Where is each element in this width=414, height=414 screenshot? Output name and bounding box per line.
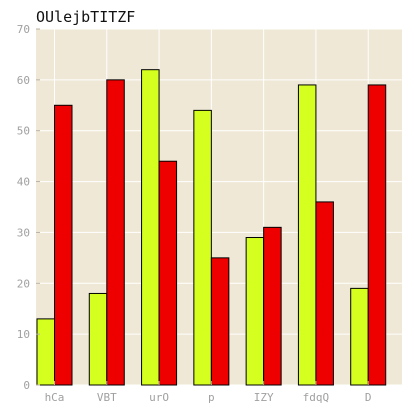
bar-p-series-1 <box>193 109 212 386</box>
bar-fdqQ-series-1 <box>297 84 317 386</box>
y-tick-label: 60 <box>17 74 30 87</box>
x-tick-label: fdqQ <box>303 391 330 404</box>
x-tick-label: hCa <box>45 391 65 404</box>
chart-title: OUlejbTITZF <box>36 8 135 26</box>
y-tick-label: 10 <box>17 328 30 341</box>
y-tick-label: 50 <box>17 125 30 138</box>
bar-hCa-series-1 <box>36 318 55 386</box>
x-axis-ticks: hCa VBT urO p IZY fdqQ D <box>45 381 372 404</box>
bar-D-series-2 <box>367 84 387 386</box>
bar-D-series-1 <box>350 287 369 386</box>
bar-IZY-series-2 <box>263 226 282 386</box>
bars <box>36 69 387 386</box>
bar-hCa-series-2 <box>54 104 73 386</box>
bar-VBT-series-2 <box>106 79 125 386</box>
x-tick-label: IZY <box>254 391 274 404</box>
bar-urO-series-1 <box>141 69 160 386</box>
bar-urO-series-2 <box>158 160 178 386</box>
y-tick-label: 20 <box>17 277 30 290</box>
y-axis-ticks: 0 10 20 30 40 50 60 70 <box>17 23 40 392</box>
bar-IZY-series-1 <box>245 237 265 386</box>
bar-VBT-series-1 <box>88 292 108 386</box>
y-tick-label: 70 <box>17 23 30 36</box>
bar-p-series-2 <box>210 257 230 386</box>
y-tick-label: 0 <box>23 379 30 392</box>
x-tick-label: urO <box>149 391 169 404</box>
bar-fdqQ-series-2 <box>315 201 334 386</box>
y-tick-label: 30 <box>17 226 30 239</box>
x-tick-label: p <box>208 391 215 404</box>
x-tick-label: VBT <box>97 391 117 404</box>
y-tick-label: 40 <box>17 176 30 189</box>
x-tick-label: D <box>365 391 372 404</box>
